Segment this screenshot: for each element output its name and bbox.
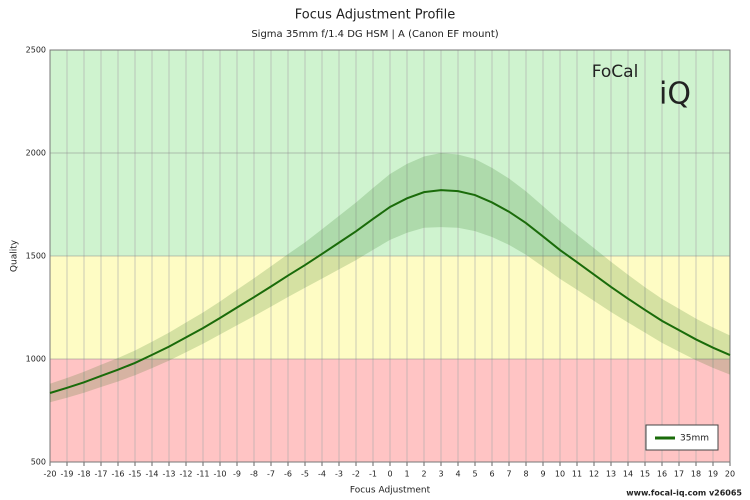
y-tick-label: 500 [31, 458, 46, 467]
x-tick-label: -13 [162, 470, 175, 479]
x-tick-label: -18 [77, 470, 90, 479]
x-tick-label: 12 [589, 470, 599, 479]
plot-border [49, 49, 731, 463]
x-tick-label: 1 [404, 470, 409, 479]
x-axis-label: Focus Adjustment [350, 486, 431, 496]
x-tick-label: 6 [489, 470, 494, 479]
x-tick-label: 20 [725, 470, 735, 479]
x-tick-label: 10 [555, 470, 565, 479]
x-tick-label: 9 [540, 470, 545, 479]
x-tick-label: -6 [284, 470, 292, 479]
x-tick-label: 19 [708, 470, 718, 479]
x-tick-label: 13 [606, 470, 616, 479]
y-axis-label: Quality [10, 239, 20, 272]
x-tick-label: 4 [455, 470, 460, 479]
x-tick-label: -3 [335, 470, 343, 479]
x-tick-label: 8 [523, 470, 528, 479]
y-tick-label: 2500 [26, 46, 46, 55]
footer: www.focal-iq.com v26065 [626, 489, 742, 498]
x-tick-label: -19 [60, 470, 73, 479]
y-tick-label: 2000 [26, 149, 46, 158]
x-tick-label: 14 [623, 470, 633, 479]
x-tick-label: 0 [387, 470, 392, 479]
confidence-band [50, 153, 730, 403]
x-tick-label: -8 [250, 470, 258, 479]
x-tick-label: -5 [301, 470, 309, 479]
chart-title: Focus Adjustment Profile [295, 8, 455, 23]
x-tick-label: 17 [674, 470, 684, 479]
x-tick-label: 7 [506, 470, 511, 479]
x-tick-label: -10 [213, 470, 226, 479]
x-tick-label: -9 [233, 470, 241, 479]
y-tick-label: 1500 [26, 252, 46, 261]
x-tick-label: -20 [43, 470, 56, 479]
x-tick-label: 11 [572, 470, 582, 479]
x-tick-label: -15 [128, 470, 141, 479]
x-tick-label: -4 [318, 470, 326, 479]
x-tick-label: -2 [352, 470, 360, 479]
x-tick-label: 2 [421, 470, 426, 479]
legend-box [645, 424, 719, 451]
x-tick-label: 18 [691, 470, 701, 479]
x-tick-label: -16 [111, 470, 124, 479]
x-tick-label: 5 [472, 470, 477, 479]
x-tick-label: -17 [94, 470, 107, 479]
logo: iQ [659, 77, 691, 112]
y-tick-label: 1000 [26, 355, 46, 364]
x-tick-label: 15 [640, 470, 650, 479]
x-tick-label: -14 [145, 470, 158, 479]
x-tick-label: -1 [369, 470, 377, 479]
x-tick-label: 3 [438, 470, 443, 479]
line [49, 189, 731, 394]
chart-subtitle: Sigma 35mm f/1.4 DG HSM | A (Canon EF mo… [251, 29, 498, 40]
x-tick-label: 16 [657, 470, 667, 479]
logo: FoCal [592, 62, 639, 82]
legend-label: 35mm [680, 434, 709, 444]
x-tick-label: -12 [179, 470, 192, 479]
x-tick-label: -11 [196, 470, 209, 479]
x-tick-label: -7 [267, 470, 275, 479]
